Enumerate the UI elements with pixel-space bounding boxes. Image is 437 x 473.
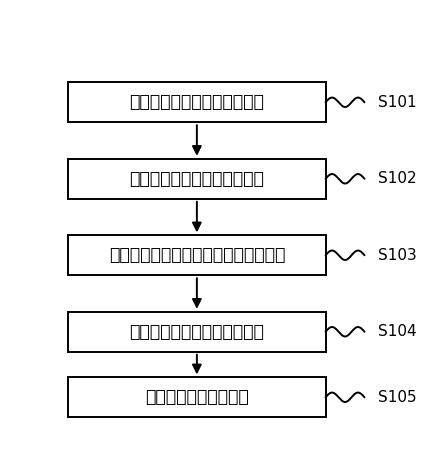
Text: 对条码标尺图像进行局部增强: 对条码标尺图像进行局部增强 [129, 323, 264, 341]
Text: S105: S105 [378, 390, 417, 405]
Text: S103: S103 [378, 248, 417, 263]
Bar [68, 235, 326, 275]
Bar [68, 377, 326, 417]
Text: S102: S102 [378, 171, 417, 186]
Text: S101: S101 [378, 95, 417, 110]
Bar [68, 312, 326, 352]
Bar [68, 82, 326, 123]
Text: 利用水准仪采集条码标尺图像: 利用水准仪采集条码标尺图像 [129, 93, 264, 111]
Text: 计算每个待处理网格图像的增强必要性: 计算每个待处理网格图像的增强必要性 [109, 246, 285, 264]
Bar [68, 159, 326, 199]
Text: 对条码标尺图像进行网格分割: 对条码标尺图像进行网格分割 [129, 170, 264, 188]
Text: 获取水准仪的测量结果: 获取水准仪的测量结果 [145, 388, 249, 406]
Text: S104: S104 [378, 324, 417, 339]
